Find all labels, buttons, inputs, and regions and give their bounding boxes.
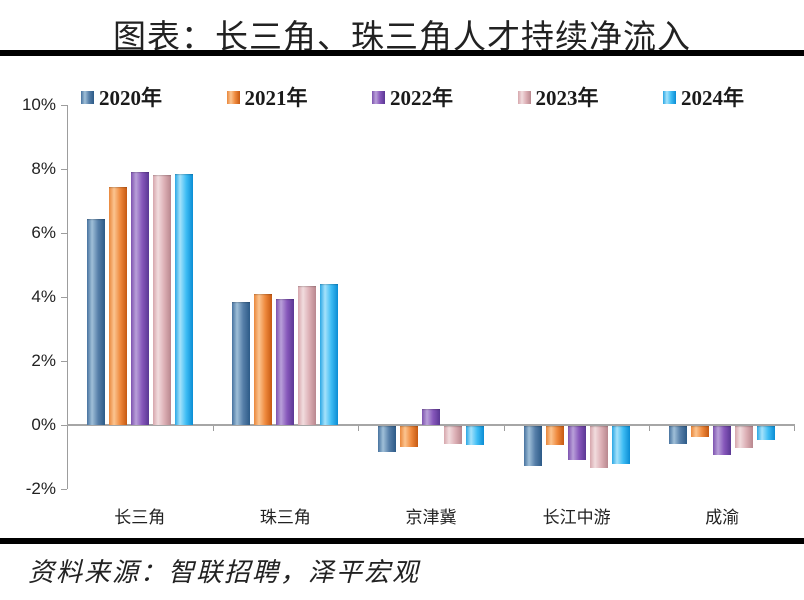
top-divider-line (0, 50, 804, 56)
bar (276, 299, 294, 425)
x-axis-tick (649, 426, 650, 431)
y-axis-tick (61, 361, 67, 362)
plot-area: 10%8%6%4%2%0%-2%长三角珠三角京津冀长江中游成渝 (67, 105, 795, 489)
x-axis-category-label: 成渝 (649, 503, 795, 528)
y-axis-label: 6% (0, 223, 56, 243)
bar (612, 426, 630, 464)
bar (590, 426, 608, 468)
x-axis-category-label: 长三角 (67, 503, 213, 528)
bar (568, 426, 586, 460)
chart-figure: 图表：长三角、珠三角人才持续净流入 2020年2021年2022年2023年20… (0, 0, 804, 600)
legend-color-marker-icon (518, 91, 531, 104)
bar (153, 175, 171, 425)
y-axis-label: 8% (0, 159, 56, 179)
y-axis-tick (61, 489, 67, 490)
y-axis-label: 4% (0, 287, 56, 307)
bar (444, 426, 462, 444)
legend-color-marker-icon (81, 91, 94, 104)
bar (254, 294, 272, 425)
x-axis-category-label: 珠三角 (213, 503, 359, 528)
y-axis-tick (61, 169, 67, 170)
y-axis-label: 10% (0, 95, 56, 115)
legend-color-marker-icon (663, 91, 676, 104)
bar (378, 426, 396, 452)
bar (87, 219, 105, 425)
bar (320, 284, 338, 425)
x-axis-category-label: 京津冀 (358, 503, 504, 528)
y-axis-label: 2% (0, 351, 56, 371)
bottom-divider-line (0, 538, 804, 544)
bar (546, 426, 564, 445)
bar (524, 426, 542, 466)
bar (298, 286, 316, 425)
y-axis-line (67, 105, 68, 489)
x-axis-tick (794, 426, 795, 431)
bar (422, 409, 440, 425)
x-axis-category-label: 长江中游 (504, 503, 650, 528)
bar (669, 426, 687, 444)
y-axis-label: -2% (0, 479, 56, 499)
y-axis-tick (61, 297, 67, 298)
bar (691, 426, 709, 437)
x-axis-tick (67, 426, 68, 431)
legend-color-marker-icon (227, 91, 240, 104)
y-axis-tick (61, 105, 67, 106)
bar (400, 426, 418, 447)
x-axis-tick (504, 426, 505, 431)
bar (466, 426, 484, 445)
bar (109, 187, 127, 425)
legend-color-marker-icon (372, 91, 385, 104)
bar (232, 302, 250, 425)
bar (713, 426, 731, 455)
bar (735, 426, 753, 448)
x-axis-tick (358, 426, 359, 431)
y-axis-tick (61, 233, 67, 234)
source-attribution: 资料来源：智联招聘，泽平宏观 (28, 552, 420, 589)
bar (131, 172, 149, 425)
bar (175, 174, 193, 425)
y-axis-label: 0% (0, 415, 56, 435)
x-axis-tick (213, 426, 214, 431)
bar (757, 426, 775, 440)
